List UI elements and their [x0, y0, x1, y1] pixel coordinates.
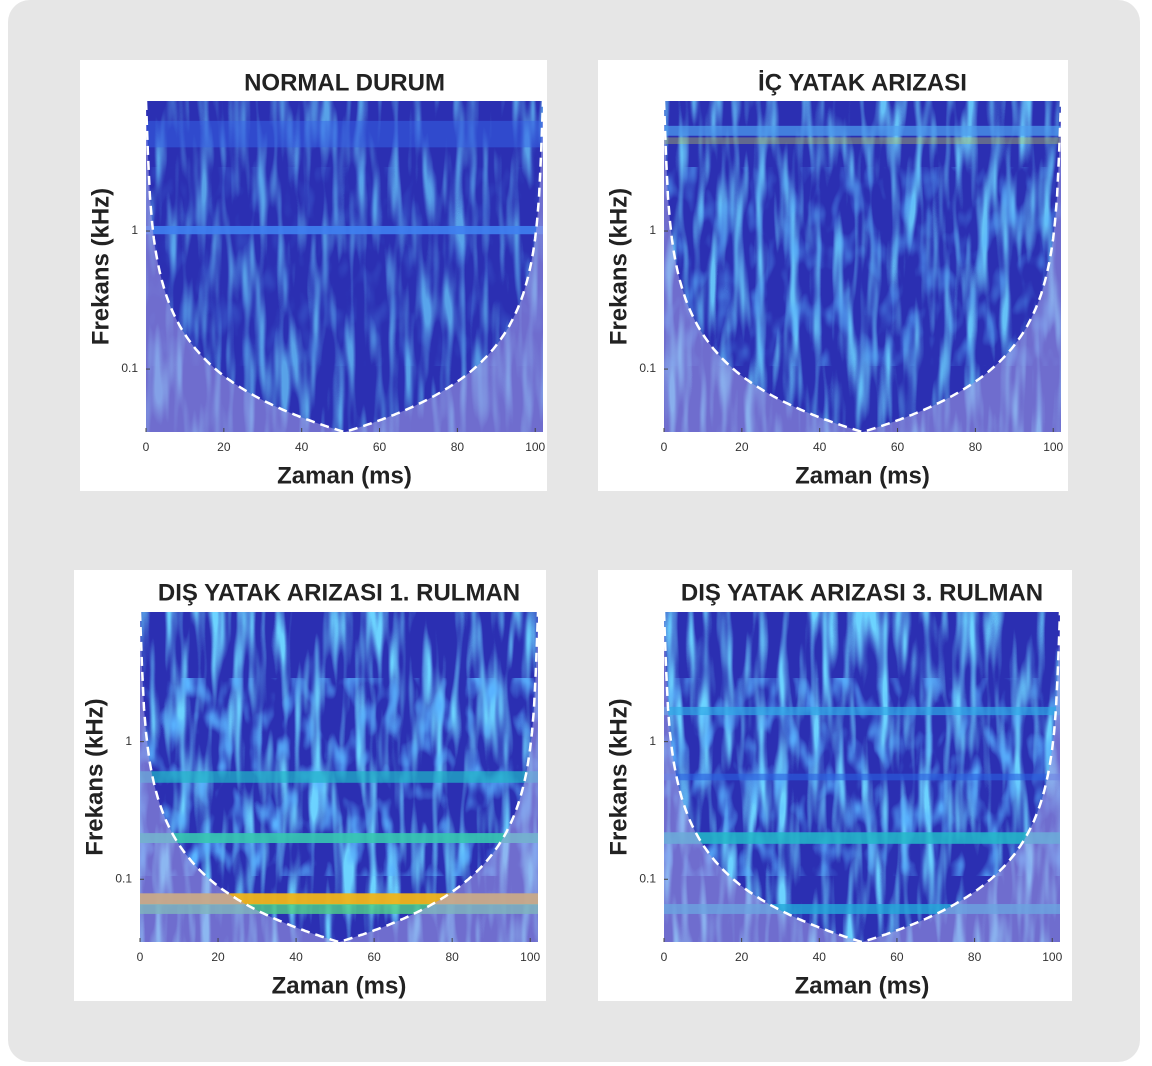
y-tick-label: 1	[125, 734, 132, 748]
y-tick-label: 1	[131, 223, 138, 237]
image-band	[664, 137, 1061, 145]
chart-title: DIŞ YATAK ARIZASI 3. RULMAN	[681, 579, 1043, 606]
x-tick-label: 80	[968, 950, 982, 964]
x-tick-label: 0	[143, 440, 150, 454]
cone-shade	[664, 612, 1060, 942]
cone-of-influence	[664, 612, 1060, 942]
image-band	[664, 125, 1061, 136]
x-tick-label: 20	[211, 950, 225, 964]
image-band	[664, 773, 1060, 781]
image-band	[140, 893, 538, 905]
image-band	[664, 706, 1060, 716]
image-band	[146, 225, 543, 235]
x-axis-label: Zaman (ms)	[795, 972, 930, 999]
chart-title: NORMAL DURUM	[244, 69, 445, 96]
chart-panel: İÇ YATAK ARIZASI Zaman (ms) Frekans (kHz) 0…	[598, 60, 1068, 491]
y-tick-label: 1	[649, 734, 656, 748]
y-axis-label: Frekans (kHz)	[87, 188, 114, 345]
x-tick-label: 60	[367, 950, 381, 964]
y-tick-label: 0.1	[115, 871, 132, 885]
scalogram-image	[140, 612, 538, 942]
image-band	[664, 832, 1060, 844]
scalogram-image	[664, 612, 1060, 942]
x-axis-label: Zaman (ms)	[277, 462, 412, 489]
y-tick-label: 0.1	[639, 871, 656, 885]
x-tick-label: 20	[735, 950, 749, 964]
x-tick-label: 80	[969, 440, 983, 454]
x-tick-label: 60	[373, 440, 387, 454]
x-tick-label: 100	[520, 950, 540, 964]
image-texture	[664, 167, 1061, 366]
chart-panel: DIŞ YATAK ARIZASI 3. RULMAN Zaman (ms) Fre…	[598, 570, 1072, 1001]
chart-title: DIŞ YATAK ARIZASI 1. RULMAN	[158, 579, 520, 606]
x-tick-label: 100	[525, 440, 545, 454]
chart-panel: DIŞ YATAK ARIZASI 1. RULMAN Zaman (ms) Fre…	[74, 570, 546, 1001]
x-tick-label: 0	[661, 950, 668, 964]
image-band	[140, 833, 538, 843]
image-band	[140, 771, 538, 783]
cone-shade	[146, 101, 543, 432]
x-tick-label: 20	[217, 440, 231, 454]
y-tick-label: 0.1	[121, 361, 138, 375]
x-tick-label: 40	[295, 440, 309, 454]
x-tick-label: 100	[1042, 950, 1062, 964]
chart-title: İÇ YATAK ARIZASI	[758, 69, 967, 96]
x-tick-label: 0	[661, 440, 668, 454]
y-axis-label: Frekans (kHz)	[605, 698, 632, 855]
x-tick-label: 20	[735, 440, 749, 454]
image-band	[664, 904, 1060, 914]
x-tick-label: 80	[451, 440, 465, 454]
image-texture	[146, 167, 543, 366]
x-tick-label: 0	[137, 950, 144, 964]
cone-shade	[140, 612, 538, 942]
scalogram-image	[146, 101, 543, 432]
y-axis-label: Frekans (kHz)	[605, 188, 632, 345]
y-tick-label: 1	[649, 223, 656, 237]
x-tick-label: 40	[813, 950, 827, 964]
y-axis-label: Frekans (kHz)	[81, 698, 108, 855]
x-tick-label: 40	[289, 950, 303, 964]
cone-shade	[664, 101, 1061, 432]
image-band	[146, 120, 543, 148]
scalogram-image	[664, 101, 1061, 432]
x-tick-label: 60	[890, 950, 904, 964]
image-band	[140, 904, 538, 914]
chart-panel: NORMAL DURUM Zaman (ms) Frekans (kHz) 0 20 40…	[80, 60, 547, 491]
x-axis-label: Zaman (ms)	[795, 462, 930, 489]
x-tick-label: 60	[891, 440, 905, 454]
y-tick-label: 0.1	[639, 361, 656, 375]
x-tick-label: 100	[1043, 440, 1063, 454]
x-axis-label: Zaman (ms)	[272, 972, 407, 999]
x-tick-label: 40	[813, 440, 827, 454]
x-tick-label: 80	[445, 950, 459, 964]
